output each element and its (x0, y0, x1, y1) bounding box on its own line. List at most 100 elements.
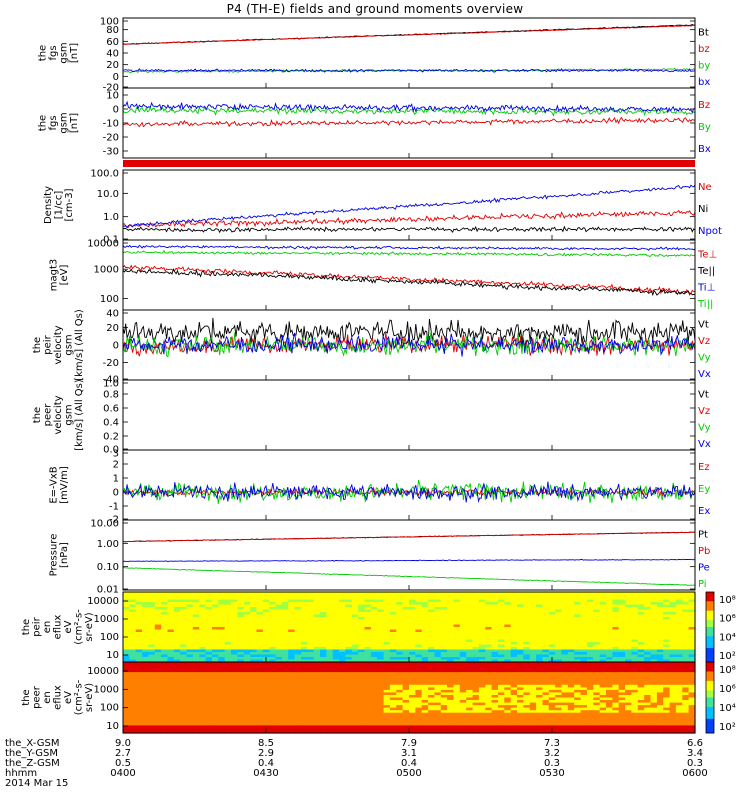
legend-Ti||: Ti|| (697, 299, 713, 310)
y-tick-label: 20 (106, 323, 119, 334)
colorbar-label: 10⁸ (719, 595, 736, 606)
series-Npot (122, 184, 696, 229)
colorbar-label: 10⁸ (719, 665, 736, 676)
colorbar-peir_eflux: 10⁸ 10⁶ 10⁴ 10² (705, 591, 736, 663)
y-tick-label: -2 (109, 515, 119, 526)
y-axis-label: [nPa] (59, 542, 70, 568)
y-tick-label: 0.4 (103, 418, 119, 429)
y-axis-label: the (21, 689, 32, 705)
y-tick-label: -10 (103, 119, 119, 130)
y-tick-label: 0.1 (103, 235, 119, 246)
y-tick-label: 10.00 (90, 519, 119, 530)
x-axis-row-label: the_Y-GSM (5, 748, 58, 759)
panel-peir_eflux: 10⁸ 10⁶ 10⁴ 10² 10000 1000 100 10 the peir en eflux… (21, 591, 736, 663)
y-tick-label: -20 (103, 358, 119, 369)
y-tick-label: 10000 (87, 666, 119, 677)
colorbar-label: 10² (719, 651, 736, 662)
panel-peer_velocity: 1.00.8 0.6 0.4 0.2 0.0 the peer velocity gsm [km/… (32, 379, 711, 456)
y-tick-label: 0 (113, 105, 119, 116)
y-axis-label: en (42, 691, 53, 704)
separator-bar (123, 160, 695, 167)
series-Bz (122, 116, 696, 128)
x-axis-value: 2.7 (115, 748, 131, 759)
series-Vz (122, 332, 696, 357)
legend-Ti⊥: Ti⊥ (697, 282, 715, 293)
y-tick-label: -40 (103, 375, 119, 386)
panel-frame (122, 449, 696, 521)
series-by (122, 67, 696, 74)
series-Vx (122, 332, 696, 357)
y-tick-label: 100.0 (90, 169, 119, 180)
x-axis-row-label: the_X-GSM (5, 738, 59, 749)
x-axis-value: 0.4 (258, 758, 274, 769)
x-axis-value: 0430 (253, 768, 278, 779)
y-tick-label: 1.0 (103, 379, 119, 390)
x-axis-value: 6.6 (687, 738, 703, 749)
y-axis-label: sr-eV) (84, 612, 95, 641)
y-axis-label: [mV/m] (59, 466, 70, 504)
y-axis-label: eV (63, 691, 74, 704)
x-axis-value: 0500 (396, 768, 421, 779)
series-Ni (122, 225, 696, 234)
panel-frame (122, 519, 696, 591)
legend-Te||: Te|| (697, 266, 715, 277)
y-axis-label: the (38, 115, 49, 131)
y-tick-label: 0.01 (97, 585, 119, 596)
y-axis-label: [eV] (59, 265, 70, 286)
y-axis-label: velocity (53, 395, 64, 434)
colorbar-label: 10⁶ (719, 684, 736, 695)
colorbar-label: 10⁶ (719, 614, 736, 625)
y-axis-label: velocity (53, 325, 64, 364)
y-tick-label: 1 (113, 474, 119, 485)
legend-Vx: Vx (698, 439, 711, 450)
y-tick-label: 0.6 (103, 404, 119, 415)
legend-Vt: Vt (698, 389, 709, 400)
y-axis-label: E=-VxB (49, 466, 60, 503)
legend-Bt: Bt (698, 27, 709, 38)
y-tick-label: 10 (106, 91, 119, 102)
y-axis-label: gsm (64, 404, 75, 425)
y-tick-label: 100 (100, 17, 119, 28)
y-axis-label: gsm (59, 42, 70, 63)
series-Pb (123, 531, 696, 543)
legend-Vz: Vz (698, 406, 710, 417)
y-axis-label: gsm (64, 334, 75, 355)
y-axis-label: peir (32, 616, 43, 636)
y-tick-label: 1000 (94, 684, 119, 695)
x-axis-value: 7.9 (401, 738, 417, 749)
y-tick-label: 1.00 (97, 539, 119, 550)
y-axis-label: [nT] (69, 113, 80, 133)
x-axis-row-label: hhmm (5, 768, 37, 779)
legend-Pt: Pt (698, 529, 708, 540)
series-bx (122, 68, 696, 73)
panel-peir_velocity: 40 20 0 -20 -40 the peir velocity gsm [km/s] (All… (32, 309, 711, 386)
x-axis-value: 0.3 (687, 758, 703, 769)
y-axis-label: fgs (48, 45, 59, 60)
legend-Te⊥: Te⊥ (697, 249, 717, 260)
y-tick-label: 0 (113, 341, 119, 352)
panel-frame (122, 239, 696, 311)
x-axis-value: 9.0 (115, 738, 131, 749)
legend-Vx: Vx (698, 369, 711, 380)
y-axis-label: Density (43, 186, 54, 224)
x-axis-value: 3.4 (687, 748, 703, 759)
series-Pe (122, 558, 696, 563)
y-tick-label: 0 (113, 72, 119, 83)
x-axis-value: 0600 (682, 768, 707, 779)
panel-density: 100.0 10.0 1.0 0.1 Density [1/cc] [cm-3] Ne Ni Np… (43, 169, 722, 246)
x-axis-value: 2.9 (258, 748, 274, 759)
x-axis-value: 0530 (539, 768, 564, 779)
y-tick-label: 10 (106, 721, 119, 732)
series-Ez (122, 486, 696, 498)
y-axis-label: peer (43, 403, 54, 427)
legend-Ne: Ne (698, 182, 712, 193)
panel-pressure: 10.00 1.00 0.10 0.01 Pressure [nPa] Pt Pb Pe Pi (49, 519, 711, 596)
y-tick-label: 80 (106, 25, 119, 36)
y-tick-label: -20 (103, 133, 119, 144)
y-tick-label: 10000 (87, 239, 119, 250)
x-axis-value: 0.5 (115, 758, 131, 769)
legend-Ez: Ez (698, 462, 710, 473)
y-tick-label: -30 (103, 147, 119, 158)
